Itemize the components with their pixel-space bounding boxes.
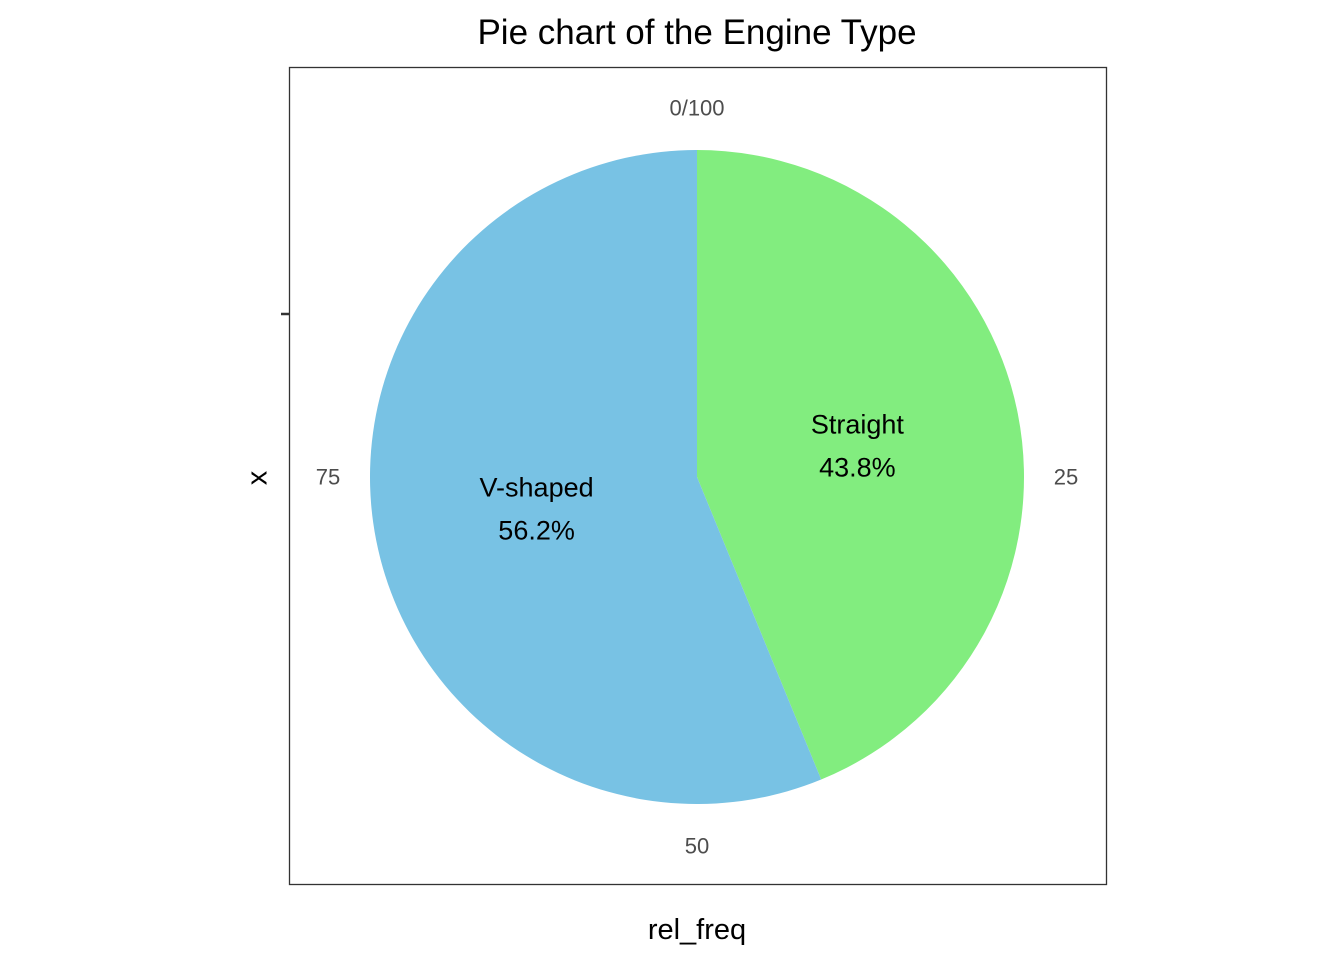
y-axis-title: x [242, 470, 274, 485]
theta-tick-label: 50 [685, 834, 709, 859]
chart-title: Pie chart of the Engine Type [477, 13, 916, 52]
theta-tick-label: 0/100 [669, 96, 724, 121]
slice-labels: Straight 43.8% V-shaped 56.2% [480, 409, 905, 545]
pie-slices [370, 150, 1025, 804]
slice-category-label: V-shaped [480, 473, 594, 503]
slice-category-label: Straight [811, 409, 905, 439]
slice-percent-label: 56.2% [498, 516, 575, 546]
pie-slice-v-shaped [370, 150, 822, 804]
x-axis-title: rel_freq [648, 914, 746, 946]
theta-tick-labels: 0/100 25 50 75 [316, 96, 1078, 859]
theta-tick-label: 25 [1054, 465, 1078, 490]
theta-tick-label: 75 [316, 465, 340, 490]
pie-slice-straight [697, 150, 1025, 780]
slice-percent-label: 43.8% [819, 452, 896, 482]
